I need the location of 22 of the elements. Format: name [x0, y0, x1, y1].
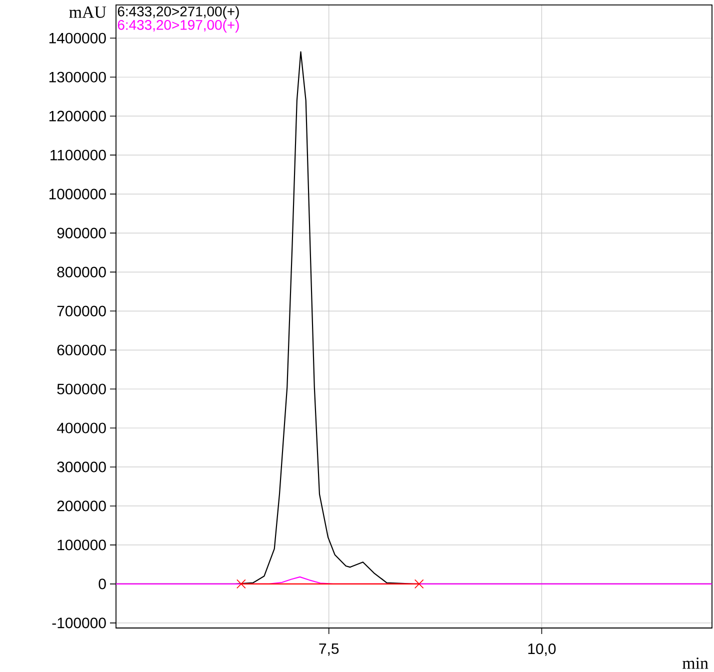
y-tick-label: 1200000: [49, 110, 106, 122]
text: 6:433,20>197,00(+): [118, 20, 239, 33]
y-tick-label: 300000: [57, 462, 106, 472]
y-tick-label: 500000: [57, 384, 106, 394]
y-tick-label: 1100000: [50, 150, 106, 160]
x-tick-label: 7,5: [319, 644, 339, 656]
y-tick-label: 1300000: [49, 72, 106, 82]
y-tick-label: 1400000: [49, 32, 106, 44]
y-tick-label: 200000: [57, 500, 106, 512]
y-tick-label: -100000: [52, 618, 106, 628]
y-tick-label: 700000: [57, 306, 106, 316]
y-axis-title: mAU: [69, 6, 106, 18]
y-tick-label: 900000: [57, 228, 106, 238]
y-tick-label: 800000: [57, 266, 106, 278]
y-tick-label: 1000000: [49, 188, 106, 200]
y-tick-label: 0: [98, 578, 106, 590]
y-tick-label: 600000: [57, 344, 106, 356]
y-tick-label: 400000: [56, 422, 106, 434]
text: 6:433,20>271,00(+): [118, 6, 239, 20]
x-axis-title: min: [682, 657, 708, 669]
y-tick-label: 100000: [58, 540, 106, 550]
x-tick-label: 10,0: [528, 643, 556, 656]
